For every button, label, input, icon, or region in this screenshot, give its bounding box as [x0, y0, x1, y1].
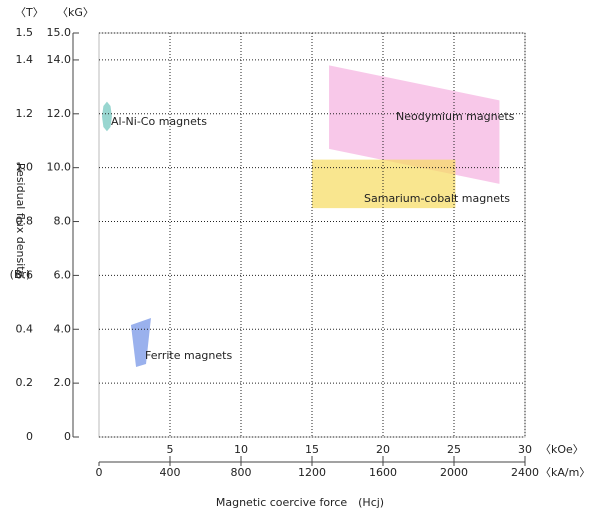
region-label: Al-Ni-Co magnets	[111, 115, 207, 128]
x2-tick-label: 1200	[298, 466, 326, 479]
y2-tick-label: 1.5	[16, 26, 34, 39]
y-unit: 〈kG〉	[57, 6, 94, 19]
y2-unit: 〈T〉	[15, 6, 44, 19]
y-tick-label: 12.0	[47, 107, 72, 120]
y-tick-label: 15.0	[47, 26, 72, 39]
region-label: Samarium-cobalt magnets	[364, 192, 510, 205]
y-axis-label: Residual flux density	[14, 163, 27, 278]
region	[329, 65, 500, 184]
x2-tick-label: 1600	[369, 466, 397, 479]
x-tick-label: 10	[234, 443, 248, 456]
region	[130, 317, 151, 367]
x-tick-label: 25	[447, 443, 461, 456]
y2-tick-label: 0.4	[16, 322, 34, 335]
x2-tick-label: 2400	[511, 466, 539, 479]
x2-tick-label: 2000	[440, 466, 468, 479]
y2-tick-label: 1.2	[16, 107, 34, 120]
y-tick-label: 10.0	[47, 161, 72, 174]
x2-tick-label: 0	[96, 466, 103, 479]
y2-tick-label: 1.4	[16, 53, 34, 66]
x-tick-label: 20	[376, 443, 390, 456]
x-tick-label: 5	[167, 443, 174, 456]
y-tick-label: 8.0	[54, 215, 72, 228]
region-label: Ferrite magnets	[145, 349, 232, 362]
y-tick-label: 14.0	[47, 53, 72, 66]
y-tick-label: 4.0	[54, 322, 72, 335]
y2-tick-label: 0.8	[16, 215, 34, 228]
x-unit: 〈kOe〉	[540, 443, 584, 456]
y2-tick-label: 0	[26, 430, 33, 443]
y2-tick-label: 1.0	[16, 161, 34, 174]
region-label: Neodymium magnets	[396, 110, 515, 123]
x2-unit: 〈kA/m〉	[540, 466, 590, 479]
region	[312, 159, 456, 209]
y-tick-label: 6.0	[54, 268, 72, 281]
y2-tick-label: 0.2	[16, 376, 34, 389]
y-tick-label: 2.0	[54, 376, 72, 389]
x-tick-label: 15	[305, 443, 319, 456]
y2-tick-label: 0.6	[16, 268, 34, 281]
x2-tick-label: 400	[160, 466, 181, 479]
x2-tick-label: 800	[231, 466, 252, 479]
region	[101, 101, 112, 132]
x-axis-label: Magnetic coercive force (Hcj)	[216, 496, 384, 509]
y-tick-label: 0	[64, 430, 71, 443]
y-axis-symbol: (Br)	[10, 268, 31, 281]
x-tick-label: 30	[518, 443, 532, 456]
